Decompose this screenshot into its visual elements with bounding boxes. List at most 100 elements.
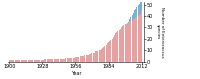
Bar	[29, 61, 30, 62]
Bar	[41, 61, 42, 62]
Bar	[140, 14, 141, 62]
Bar	[116, 32, 117, 62]
Bar	[93, 53, 94, 62]
Bar	[24, 61, 25, 62]
Bar	[16, 61, 17, 62]
Bar	[11, 61, 12, 62]
Bar	[112, 39, 113, 62]
Bar	[26, 61, 27, 62]
Bar	[43, 61, 44, 62]
Bar	[114, 35, 115, 62]
Bar	[10, 61, 11, 62]
Bar	[86, 55, 87, 62]
Bar	[128, 23, 129, 62]
Bar	[56, 59, 57, 62]
Bar	[49, 59, 50, 62]
Bar	[36, 61, 37, 62]
Bar	[62, 59, 63, 62]
Bar	[125, 24, 126, 62]
Bar	[31, 61, 32, 62]
Bar	[113, 37, 114, 62]
Bar	[68, 58, 69, 62]
Bar	[22, 61, 23, 62]
Bar	[96, 51, 97, 62]
Bar	[45, 59, 46, 62]
Bar	[78, 57, 79, 62]
Bar	[42, 61, 43, 62]
Bar	[61, 59, 62, 62]
Bar	[18, 61, 19, 62]
Bar	[30, 61, 31, 62]
Bar	[51, 59, 52, 62]
Bar	[107, 43, 108, 62]
Bar	[122, 26, 123, 62]
Bar	[52, 59, 53, 62]
Bar	[132, 21, 133, 62]
Bar	[138, 5, 139, 16]
X-axis label: Year: Year	[71, 71, 81, 76]
Bar	[126, 24, 127, 62]
Bar	[84, 55, 85, 62]
Bar	[132, 15, 133, 21]
Bar	[39, 61, 40, 62]
Bar	[97, 51, 98, 62]
Bar	[57, 59, 58, 62]
Bar	[88, 55, 89, 62]
Bar	[38, 61, 39, 62]
Bar	[83, 56, 84, 62]
Bar	[135, 18, 136, 62]
Bar	[80, 56, 81, 62]
Bar	[55, 59, 56, 62]
Bar	[104, 46, 105, 62]
Bar	[134, 10, 135, 18]
Bar	[37, 61, 38, 62]
Bar	[81, 56, 82, 62]
Bar	[94, 53, 95, 62]
Bar	[25, 61, 26, 62]
Bar	[109, 41, 110, 62]
Bar	[58, 59, 59, 62]
Bar	[119, 30, 120, 62]
Bar	[90, 54, 91, 62]
Bar	[74, 58, 75, 62]
Bar	[67, 58, 68, 62]
Bar	[35, 61, 36, 62]
Bar	[91, 53, 92, 62]
Bar	[48, 59, 49, 62]
Bar	[129, 22, 130, 62]
Bar	[103, 47, 104, 62]
Bar	[89, 54, 90, 62]
Bar	[50, 59, 51, 62]
Bar	[23, 61, 24, 62]
Bar	[87, 55, 88, 62]
Bar	[60, 59, 61, 62]
Bar	[139, 3, 140, 15]
Bar	[141, 0, 142, 11]
Bar	[82, 56, 83, 62]
Bar	[47, 59, 48, 62]
Bar	[102, 48, 103, 62]
Bar	[108, 42, 109, 62]
Bar	[120, 29, 121, 62]
Bar	[129, 19, 130, 22]
Bar	[106, 45, 107, 62]
Bar	[123, 25, 124, 62]
Bar	[44, 59, 45, 62]
Bar	[127, 23, 128, 62]
Bar	[121, 27, 122, 62]
Bar	[139, 15, 140, 62]
Bar	[12, 61, 13, 62]
Bar	[133, 13, 134, 19]
Bar	[70, 58, 71, 62]
Bar	[75, 57, 76, 62]
Bar	[63, 59, 64, 62]
Bar	[15, 61, 16, 62]
Y-axis label: Number of Enterococcus
species: Number of Enterococcus species	[156, 7, 164, 57]
Bar	[77, 57, 78, 62]
Bar	[130, 17, 131, 21]
Bar	[73, 58, 74, 62]
Bar	[141, 11, 142, 62]
Bar	[28, 61, 29, 62]
Bar	[115, 33, 116, 62]
Bar	[133, 19, 134, 62]
